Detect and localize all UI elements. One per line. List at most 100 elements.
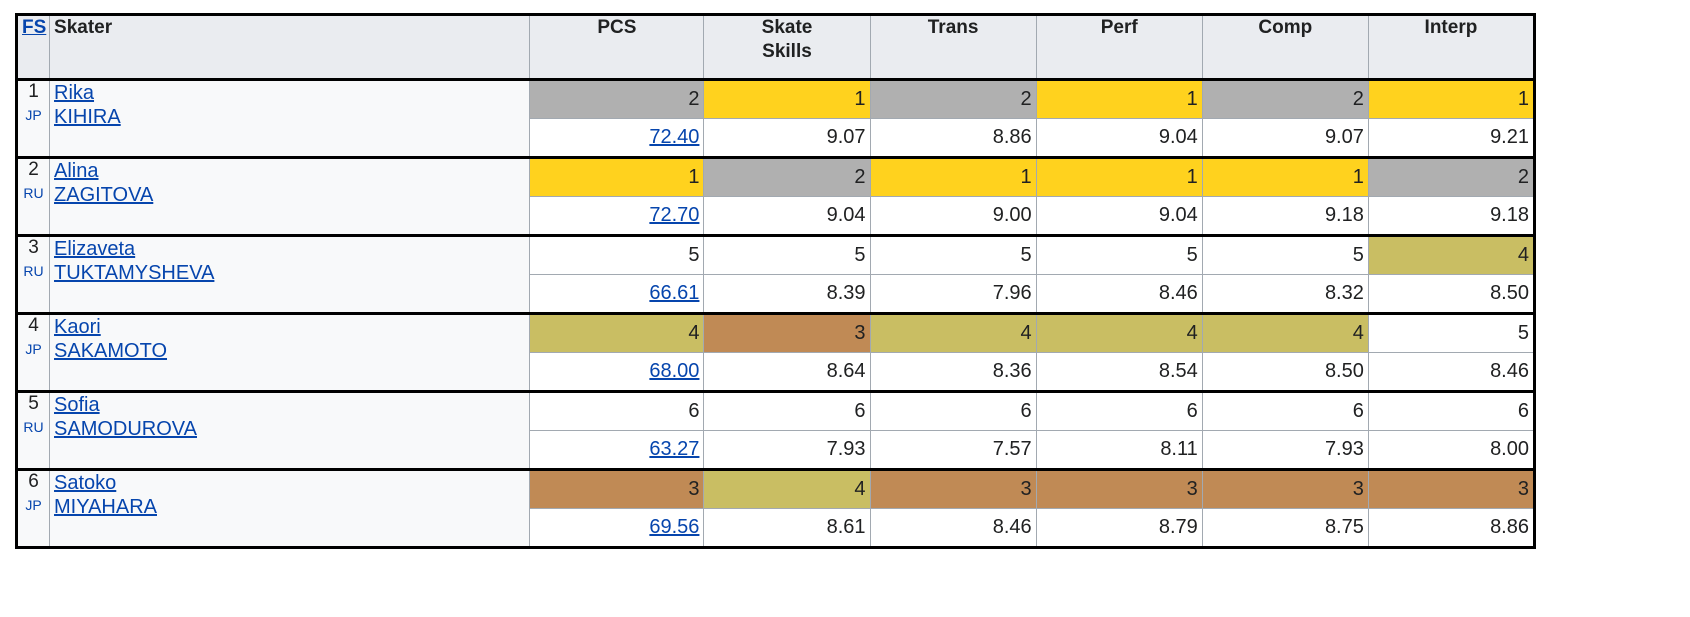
- pcs-score-link[interactable]: 69.56: [649, 516, 700, 538]
- skater-last-name-link[interactable]: SAKAMOTO: [54, 340, 168, 362]
- table-row-scores: 72.70 9.04 9.00 9.04 9.18 9.18: [17, 196, 1536, 236]
- rank-cell: 5 RU: [15, 390, 51, 470]
- skater-cell: Sofia SAMODUROVA: [49, 390, 531, 470]
- trans-rank: 4: [869, 312, 1037, 353]
- rank-number: 4: [28, 315, 39, 336]
- trans-score: 8.86: [869, 118, 1037, 158]
- rank-cell: 4 JP: [15, 312, 51, 392]
- pcs-score[interactable]: 69.56: [529, 508, 705, 548]
- pcs-score-link[interactable]: 68.00: [649, 360, 700, 382]
- table-row-scores: 68.00 8.64 8.36 8.54 8.50 8.46: [17, 352, 1536, 392]
- skater-last-name-link[interactable]: MIYAHARA: [54, 496, 157, 518]
- pcs-header: PCS: [529, 14, 705, 80]
- skater-first-name-link[interactable]: Kaori: [54, 316, 101, 338]
- comp-score: 7.93: [1201, 430, 1369, 470]
- skater-last-name-link[interactable]: KIHIRA: [54, 106, 121, 128]
- skate-skills-rank: 3: [703, 312, 871, 353]
- pcs-score-link[interactable]: 72.70: [649, 204, 700, 226]
- perf-rank: 4: [1035, 312, 1203, 353]
- interp-rank: 5: [1367, 312, 1536, 353]
- skater-last-name-link[interactable]: TUKTAMYSHEVA: [54, 262, 215, 284]
- interp-score: 8.46: [1367, 352, 1536, 392]
- pcs-rank: 6: [529, 390, 705, 431]
- trans-score: 9.00: [869, 196, 1037, 236]
- perf-score: 9.04: [1035, 118, 1203, 158]
- pcs-score-link[interactable]: 66.61: [649, 282, 700, 304]
- nation-code: JP: [25, 497, 42, 513]
- nation-code: RU: [23, 185, 44, 201]
- pcs-score-link[interactable]: 72.40: [649, 126, 700, 148]
- interp-score: 8.00: [1367, 430, 1536, 470]
- skate-skills-header-line2: Skills: [762, 41, 812, 62]
- skater-header: Skater: [49, 14, 531, 80]
- perf-score: 8.46: [1035, 274, 1203, 314]
- comp-rank: 4: [1201, 312, 1369, 353]
- table-row: 1 JP Rika KIHIRA 2 1 2 1 2 1: [15, 78, 1536, 158]
- skater-first-name-link[interactable]: Rika: [54, 82, 95, 104]
- nation-code: RU: [23, 263, 44, 279]
- skater-first-name-link[interactable]: Elizaveta: [54, 238, 136, 260]
- fs-header[interactable]: FS: [15, 14, 51, 80]
- rank-cell: 6 JP: [15, 468, 51, 548]
- perf-rank: 5: [1035, 234, 1203, 275]
- comp-header: Comp: [1201, 14, 1369, 80]
- comp-score: 8.32: [1201, 274, 1369, 314]
- interp-score: 8.86: [1367, 508, 1536, 548]
- skate-skills-rank: 6: [703, 390, 871, 431]
- interp-score: 8.50: [1367, 274, 1536, 314]
- perf-rank: 6: [1035, 390, 1203, 431]
- table-row: 6 JP Satoko MIYAHARA 3 4 3 3 3 3: [15, 468, 1536, 548]
- table-row: 5 RU Sofia SAMODUROVA 6 6 6 6 6 6: [15, 390, 1536, 470]
- rank-number: 5: [28, 393, 39, 414]
- skate-skills-score: 9.04: [703, 196, 871, 236]
- skater-cell: Alina ZAGITOVA: [49, 156, 531, 236]
- pcs-score[interactable]: 68.00: [529, 352, 705, 392]
- comp-rank: 1: [1201, 156, 1369, 197]
- skater-first-name-link[interactable]: Alina: [54, 160, 99, 182]
- skater-first-name-link[interactable]: Satoko: [54, 472, 117, 494]
- nation-code: JP: [25, 341, 42, 357]
- skate-skills-rank: 5: [703, 234, 871, 275]
- skate-skills-header-line1: Skate: [761, 17, 813, 38]
- table-row-scores: 66.61 8.39 7.96 8.46 8.32 8.50: [17, 274, 1536, 314]
- comp-score: 9.18: [1201, 196, 1369, 236]
- rank-number: 3: [28, 237, 39, 258]
- rank-number: 1: [28, 81, 39, 102]
- perf-score: 8.54: [1035, 352, 1203, 392]
- header-row: FS Skater PCS Skate Skills Trans Perf Com…: [15, 14, 1536, 80]
- trans-rank: 1: [869, 156, 1037, 197]
- skater-first-name-link[interactable]: Sofia: [54, 394, 100, 416]
- interp-header: Interp: [1367, 14, 1536, 80]
- fs-link[interactable]: FS: [22, 17, 47, 38]
- skater-last-name-link[interactable]: ZAGITOVA: [54, 184, 154, 206]
- perf-score: 8.79: [1035, 508, 1203, 548]
- perf-rank: 1: [1035, 78, 1203, 119]
- skater-cell: Satoko MIYAHARA: [49, 468, 531, 548]
- trans-header: Trans: [869, 14, 1037, 80]
- pcs-rank: 1: [529, 156, 705, 197]
- skate-skills-rank: 2: [703, 156, 871, 197]
- pcs-rank: 2: [529, 78, 705, 119]
- rank-number: 2: [28, 159, 39, 180]
- pcs-score[interactable]: 72.40: [529, 118, 705, 158]
- rank-cell: 3 RU: [15, 234, 51, 314]
- skate-skills-score: 8.39: [703, 274, 871, 314]
- results-body: 1 JP Rika KIHIRA 2 1 2 1 2 1 72.40 9.07 8.86 9.04 9.07…: [15, 78, 1536, 548]
- comp-score: 8.75: [1201, 508, 1369, 548]
- perf-score: 8.11: [1035, 430, 1203, 470]
- skate-skills-score: 8.64: [703, 352, 871, 392]
- skater-last-name-link[interactable]: SAMODUROVA: [54, 418, 197, 440]
- trans-rank: 2: [869, 78, 1037, 119]
- table-row-scores: 63.27 7.93 7.57 8.11 7.93 8.00: [17, 430, 1536, 470]
- perf-header: Perf: [1035, 14, 1203, 80]
- pcs-score[interactable]: 72.70: [529, 196, 705, 236]
- skate-skills-rank: 4: [703, 468, 871, 509]
- trans-score: 7.57: [869, 430, 1037, 470]
- pcs-score-link[interactable]: 63.27: [649, 438, 700, 460]
- pcs-score[interactable]: 63.27: [529, 430, 705, 470]
- perf-rank: 3: [1035, 468, 1203, 509]
- pcs-score[interactable]: 66.61: [529, 274, 705, 314]
- comp-score: 8.50: [1201, 352, 1369, 392]
- interp-rank: 1: [1367, 78, 1536, 119]
- rank-cell: 1 JP: [15, 78, 51, 158]
